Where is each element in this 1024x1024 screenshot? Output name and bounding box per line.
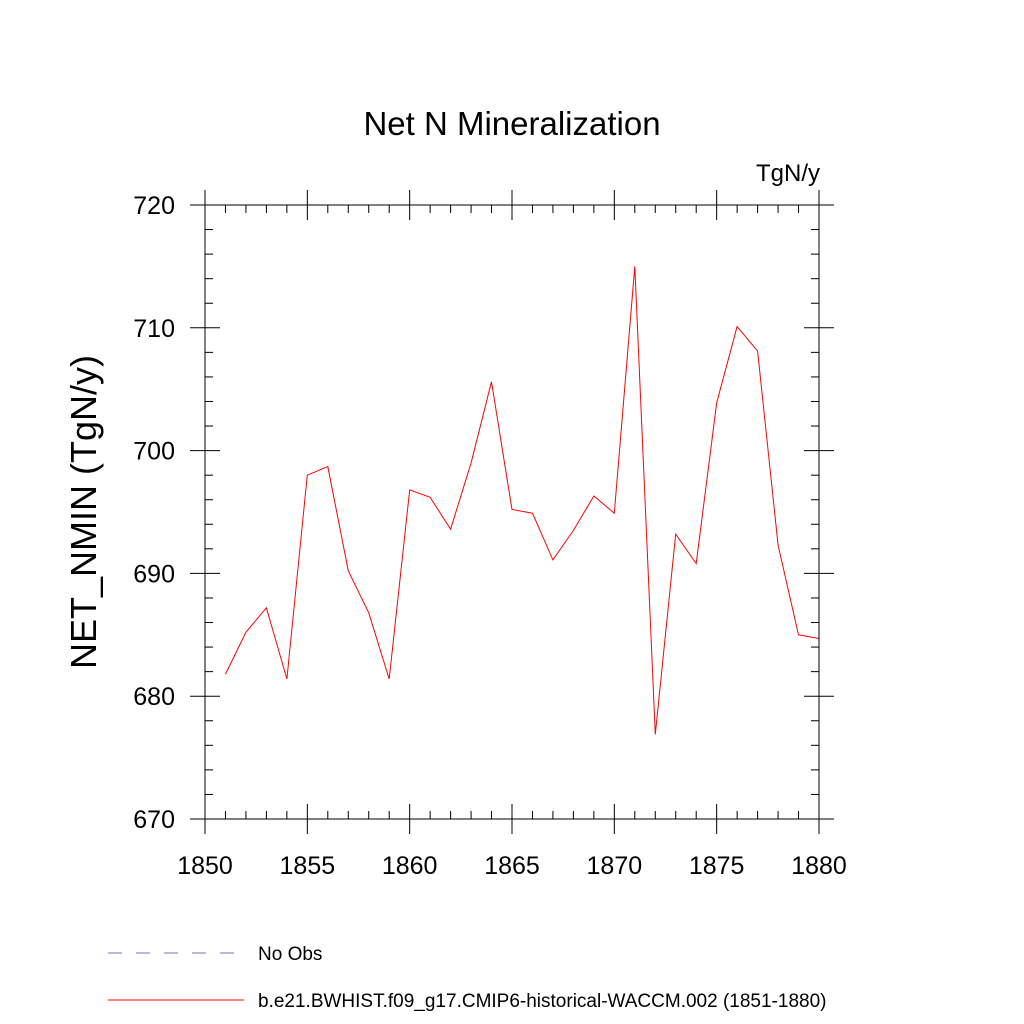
y-tick-label: 690 [133,560,175,588]
x-tick-label: 1850 [177,852,233,880]
legend-label-model: b.e21.BWHIST.f09_g17.CMIP6-historical-WA… [258,991,826,1012]
legend-label-no-obs: No Obs [258,944,322,965]
y-tick-label: 680 [133,683,175,711]
y-tick-label: 700 [133,438,175,466]
y-axis-label: NET_NMIN (TgN/y) [63,355,104,669]
y-tick-label: 710 [133,315,175,343]
y-tick-label: 670 [133,806,175,834]
x-tick-label: 1860 [382,852,438,880]
tick-labels: 1850 1855 1860 1865 1870 1875 1880 670 680 690 700… [133,192,847,880]
x-tick-label: 1880 [791,852,847,880]
series-line [225,266,820,735]
legend: No Obs b.e21.BWHIST.f09_g17.CMIP6-histor… [108,944,826,1012]
units-label: TgN/y [756,160,820,187]
y-tick-label: 720 [133,192,175,220]
tick-marks [190,190,834,834]
x-tick-label: 1870 [587,852,643,880]
x-tick-label: 1865 [484,852,540,880]
series-lines [225,266,820,735]
x-tick-label: 1855 [280,852,336,880]
chart-title: Net N Mineralization [363,105,660,142]
x-tick-label: 1875 [689,852,745,880]
plot-frame [204,204,820,820]
